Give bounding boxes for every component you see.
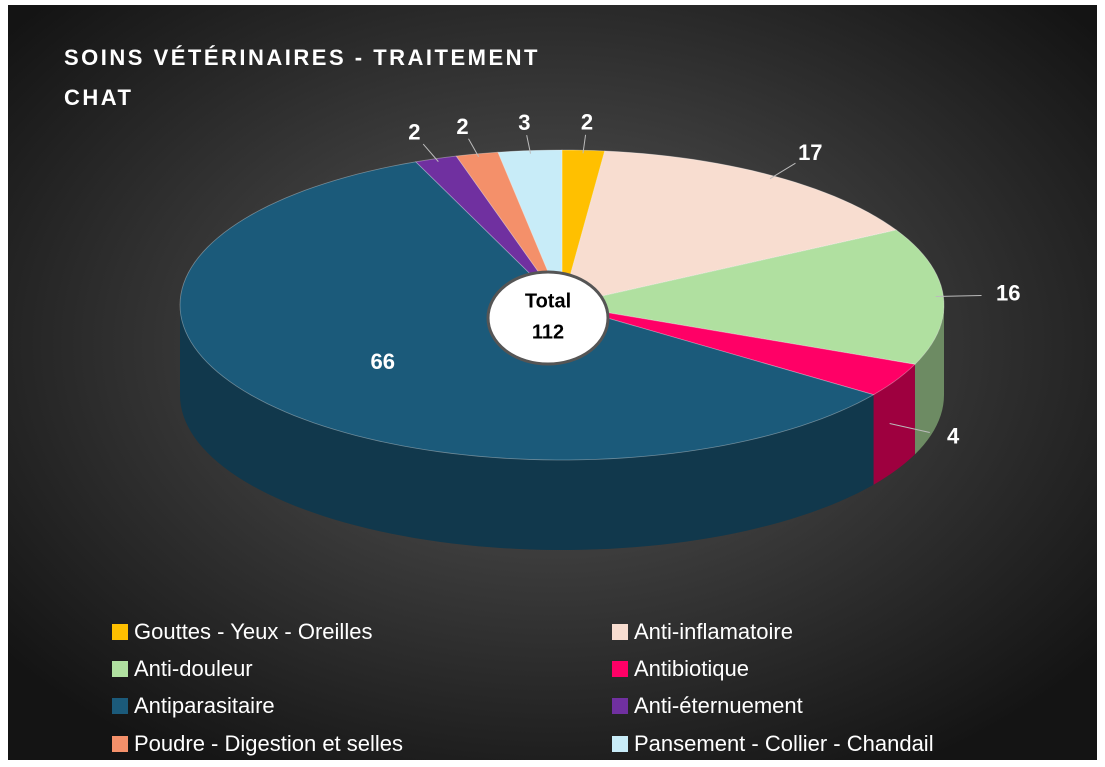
slice-side [914,305,944,455]
leader-line [422,143,439,162]
total-bubble [486,270,610,366]
leader-line [935,294,982,297]
leader-line [526,135,532,154]
legend-swatch [612,698,628,714]
legend-label: Anti-éternuement [634,693,803,718]
legend-label: Pansement - Collier - Chandail [634,731,934,756]
legend-label: Poudre - Digestion et selles [134,731,403,756]
legend-label: Antibiotique [634,656,749,681]
data-label: 3 [518,110,530,135]
data-label: 2 [408,120,420,145]
data-label: 17 [798,140,822,165]
legend-swatch [112,736,128,752]
leader-line [889,422,930,433]
slice [561,304,916,396]
data-label: 4 [947,424,960,449]
legend-swatch [612,624,628,640]
legend-label: Gouttes - Yeux - Oreilles [134,619,372,644]
slice-side [180,305,874,550]
total-label: Total [525,290,571,312]
data-label: 2 [456,114,468,139]
legend-label: Anti-douleur [134,656,253,681]
legend-label: Anti-inflamatoire [634,619,793,644]
leader-line [582,134,587,154]
leader-line [769,162,796,180]
legend-swatch [612,736,628,752]
leader-line [468,138,480,158]
data-label: 66 [371,349,395,374]
total-value: 112 [532,321,564,343]
data-label: 16 [996,281,1020,306]
legend-label: Antiparasitaire [134,693,275,718]
legend-swatch [112,698,128,714]
chart-title: SOINS VÉTÉRINAIRES - TRAITEMENT CHAT [64,45,540,110]
data-label: 2 [581,110,593,135]
legend-swatch [612,661,628,677]
legend-swatch [112,661,128,677]
legend-swatch [112,624,128,640]
